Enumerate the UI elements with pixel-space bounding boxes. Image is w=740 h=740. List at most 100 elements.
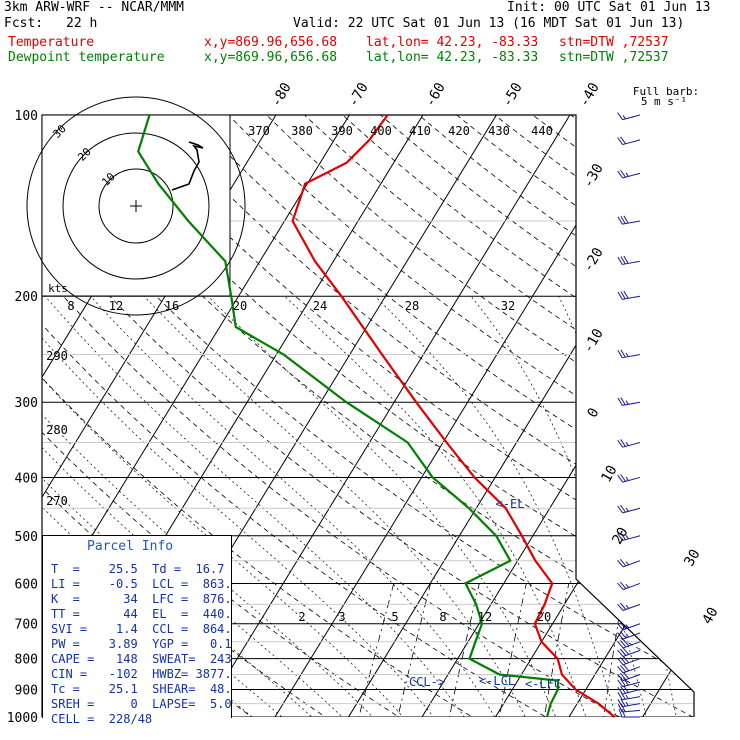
theta-label: 430: [488, 124, 510, 138]
parcel-row: SVI = 1.4 CCL = 864.: [51, 622, 232, 636]
wind-barb-flag: [617, 137, 624, 145]
wind-barb: [618, 708, 640, 718]
wind-barb-staff: [622, 476, 641, 483]
wind-barb: [617, 532, 641, 541]
wind-barb-halfflag: [625, 624, 630, 629]
ccl-annotation: CCL->: [409, 675, 445, 689]
theta-label: 400: [370, 124, 392, 138]
pressure-tick-label: 500: [15, 530, 38, 545]
hodograph-ring: [62, 132, 210, 280]
wind-barb-halfflag: [622, 115, 626, 120]
wind-barb-flag: [620, 136, 626, 145]
moist-adiabat: [284, 295, 591, 717]
mixing-ratio-label: 28: [405, 299, 419, 313]
mixing-ratio-label: 24: [313, 299, 327, 313]
pressure-tick-label: 700: [15, 618, 38, 633]
dry-adiabat: [380, 115, 694, 717]
pressure-tick-label: 600: [15, 577, 38, 592]
mixing-ratio-label: 3: [338, 610, 345, 624]
dry-adiabat: [304, 115, 694, 717]
wind-barb-staff: [622, 674, 641, 682]
wind-barb-halfflag: [625, 583, 630, 588]
temperature-legend: Temperature: [8, 35, 95, 50]
wind-barb-staff: [622, 560, 641, 568]
wind-barb-flag: [617, 533, 624, 541]
pressure-tick-label: 800: [15, 653, 38, 668]
parcel-row: CIN = -102 HWBZ= 3877.: [51, 667, 232, 681]
hodograph-units: kts: [48, 282, 68, 295]
moist-adiabat: [143, 295, 533, 717]
wind-barb-flag: [617, 692, 623, 700]
pressure-tick-label: 200: [15, 290, 38, 305]
wind-barb-staff: [622, 354, 641, 359]
wind-barb-flag: [620, 397, 626, 406]
wind-barb: [617, 671, 641, 682]
wind-barb-halfflag: [625, 352, 629, 357]
isotherm-tick-label: -10: [580, 326, 607, 356]
moist-adiabat: [44, 295, 474, 717]
isotherm-tick-label: -60: [422, 80, 449, 110]
wind-barb-halfflag: [625, 633, 630, 638]
wind-barb-staff: [622, 603, 641, 612]
theta-label: 290: [46, 349, 68, 363]
dry-adiabat: [42, 115, 569, 717]
dewpoint-legend: Dewpoint temperature: [8, 50, 165, 65]
hodograph-ring: [98, 168, 174, 244]
wind-barb-halfflag: [625, 441, 629, 446]
dry-adiabat: [570, 115, 694, 717]
wind-barb-halfflag: [625, 604, 630, 609]
moist-adiabat: [90, 295, 503, 717]
isotherm-tick-label: -40: [576, 80, 603, 110]
temperature-latlon: lat,lon= 42.23, -83.33: [366, 35, 539, 50]
pressure-tick-label: 400: [15, 471, 38, 486]
theta-label: 370: [248, 124, 270, 138]
wind-barb: [617, 647, 641, 657]
parcel-row: Tc = 25.1 SHEAR= 48.: [51, 682, 232, 696]
wind-barb-halfflag: [625, 400, 629, 405]
wind-barb-flag: [623, 677, 629, 686]
isotherm-line: [634, 115, 694, 717]
wind-barb: [617, 622, 641, 631]
wind-barb-staff: [622, 703, 641, 708]
pressure-tick-label: 1000: [7, 711, 38, 726]
forecast-hour: 22 h: [66, 16, 98, 31]
wind-barb-flag: [620, 504, 626, 513]
parcel-row: LI = -0.5 LCL = 863.: [51, 577, 232, 591]
el-annotation: <-EL: [496, 497, 525, 511]
wind-barb-flag: [620, 686, 626, 694]
wind-barb: [617, 255, 641, 265]
wind-barb-flag: [622, 647, 630, 655]
wind-barb-flag: [619, 559, 627, 567]
isotherm-line: [340, 115, 694, 717]
wind-barb-flag: [620, 291, 626, 300]
isotherm-tick-label: 30: [681, 547, 703, 570]
parcel-row: CELL = 228/48: [51, 712, 153, 726]
wind-barb-flag: [619, 622, 627, 630]
dry-adiabat: [456, 115, 694, 717]
theta-label: 390: [331, 124, 353, 138]
wind-barb-staff: [622, 295, 641, 300]
wind-barb-staff: [622, 649, 641, 657]
wind-barb-flag: [617, 505, 624, 514]
wind-barb-flag: [617, 673, 624, 681]
isotherm-tick-label: 40: [699, 605, 721, 628]
wind-barb-flag: [621, 708, 626, 718]
wind-barb-staff: [622, 641, 641, 649]
moist-adiabat: [629, 296, 694, 717]
wind-barb-halfflag: [625, 172, 629, 177]
dewpoint-curve: [137, 114, 560, 718]
wind-barb-flag: [619, 581, 627, 589]
parcel-row: PW = 3.89 YGP = 0.1: [51, 637, 232, 651]
mixing-ratio-line: [496, 583, 527, 717]
wind-barb: [617, 136, 641, 146]
wind-barb-flag: [617, 641, 624, 649]
wind-barb-flag: [617, 632, 624, 640]
wind-barb-flag: [620, 439, 626, 447]
dry-adiabat: [42, 115, 494, 717]
wind-barb-halfflag: [625, 561, 630, 566]
pressure-tick-label: 900: [15, 683, 38, 698]
wind-barb-staff: [622, 666, 641, 674]
wind-barb-staff: [622, 401, 641, 406]
